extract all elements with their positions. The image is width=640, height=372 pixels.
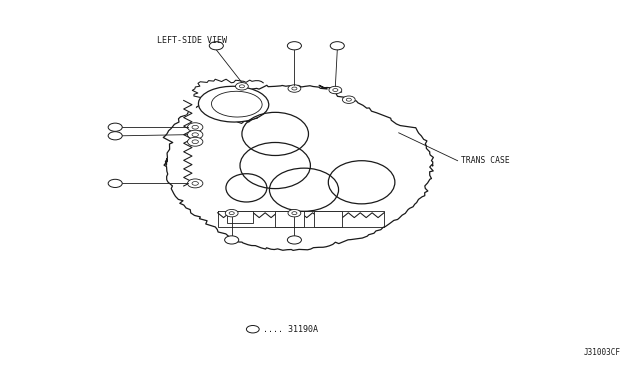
Circle shape: [288, 209, 301, 217]
Circle shape: [188, 130, 203, 139]
Circle shape: [225, 236, 239, 244]
Circle shape: [329, 86, 342, 94]
Bar: [314, 211, 342, 227]
Circle shape: [209, 42, 223, 50]
Circle shape: [225, 209, 238, 217]
Circle shape: [246, 326, 259, 333]
Circle shape: [236, 83, 248, 90]
Text: LEFT-SIDE VIEW: LEFT-SIDE VIEW: [157, 36, 227, 45]
Circle shape: [188, 123, 203, 132]
Text: J31003CF: J31003CF: [584, 348, 621, 357]
Polygon shape: [163, 85, 433, 250]
Circle shape: [188, 179, 203, 188]
Circle shape: [287, 42, 301, 50]
Circle shape: [342, 96, 355, 103]
Circle shape: [188, 137, 203, 146]
Circle shape: [108, 179, 122, 187]
Ellipse shape: [198, 86, 269, 122]
Circle shape: [108, 132, 122, 140]
Polygon shape: [192, 79, 263, 124]
Bar: [227, 211, 253, 223]
Circle shape: [330, 42, 344, 50]
Polygon shape: [184, 100, 195, 186]
Circle shape: [287, 236, 301, 244]
Text: TRANS CASE: TRANS CASE: [461, 156, 509, 165]
Text: .... 31190A: .... 31190A: [263, 325, 318, 334]
Circle shape: [108, 123, 122, 131]
Bar: [275, 211, 304, 227]
Circle shape: [288, 85, 301, 92]
